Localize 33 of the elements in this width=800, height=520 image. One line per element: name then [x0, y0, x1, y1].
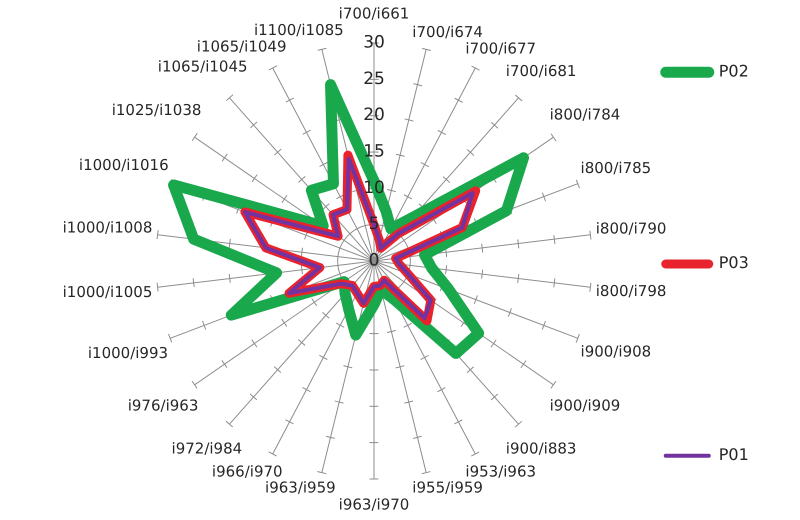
spoke-label: i963/i970: [338, 495, 410, 514]
legend-label: P01: [718, 444, 749, 464]
spoke-label: i700/i661: [338, 4, 410, 22]
spoke-label: i800/i785: [580, 159, 652, 178]
spoke-label: i955/i959: [412, 478, 483, 497]
y-tick-label: 20: [363, 105, 385, 126]
spoke-label: i900/i883: [506, 440, 576, 458]
spoke-label: i1000/i1016: [78, 156, 169, 174]
spoke-label: i700/i681: [506, 62, 576, 80]
spoke-label: i966/i970: [212, 462, 283, 480]
spoke-label: i1065/i1049: [196, 37, 287, 56]
spoke-label: i800/i790: [596, 220, 666, 238]
legend-label: P02: [718, 61, 749, 80]
spoke-label: i963/i959: [265, 478, 336, 497]
spoke-label: i1000/i1005: [62, 283, 152, 302]
spoke-label: i700/i677: [465, 40, 536, 58]
spoke-label: i1065/i1045: [158, 58, 248, 76]
spoke-label: i900/i909: [550, 396, 620, 415]
y-tick-label: 25: [363, 68, 385, 89]
spoke-label: i700/i674: [412, 23, 483, 42]
spoke-label: i900/i908: [580, 342, 652, 361]
y-tick-label: 30: [363, 32, 385, 52]
spoke-label: i1000/i993: [88, 344, 168, 362]
spoke-label: i800/i798: [596, 282, 666, 300]
y-tick-label: 0: [368, 250, 380, 270]
spoke-label: i976/i963: [128, 396, 198, 415]
spoke-label: i972/i984: [172, 440, 242, 458]
legend-label: P03: [718, 253, 749, 272]
spoke-label: i800/i784: [550, 105, 620, 124]
spoke-label: i953/i963: [465, 462, 536, 480]
spoke-label: i1100/i1085: [254, 21, 344, 40]
spoke-label: i1025/i1038: [112, 100, 202, 119]
spoke-label: i1000/i1008: [62, 218, 152, 237]
